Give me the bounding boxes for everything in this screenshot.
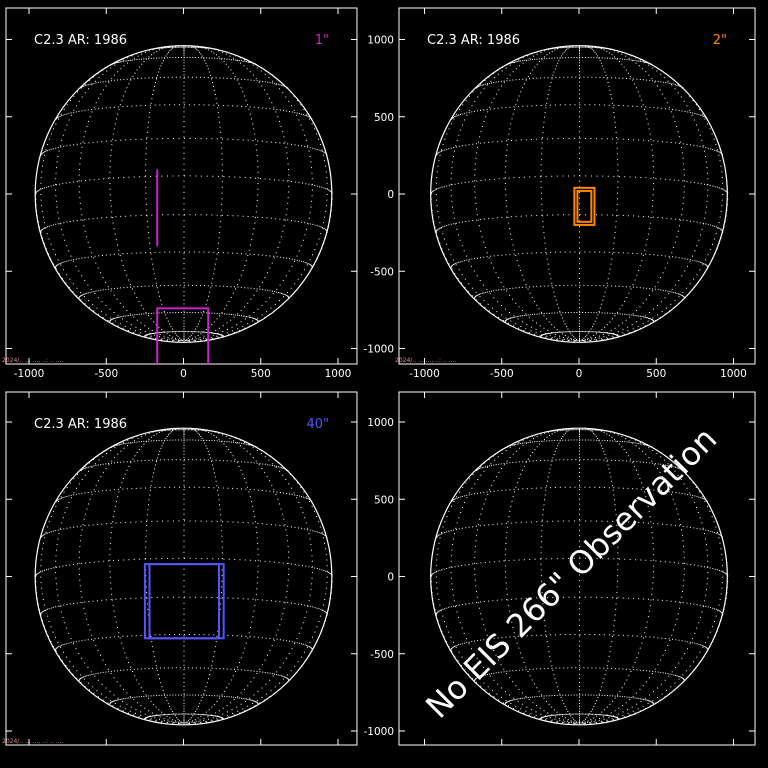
axis-ticks [399,8,755,364]
x-tick-label: 0 [576,368,583,380]
panel-frame [398,7,756,365]
panel-plot-area [34,427,333,726]
solar-limb [34,45,333,343]
grid-dots [430,45,729,342]
flare-label: C2.3 AR: 1986 [427,33,520,48]
panel-p2: -1000 -500 0 500 1000 1000 500 0 -500 -1000 C2.3 A… [363,7,756,380]
y-tick-label: -1000 [363,344,394,356]
panel-p4: 1000 500 0 -500 -1000 No EIS 266" Observation [363,391,756,746]
slit-label: 1" [315,33,329,48]
panel-plot-area [34,45,333,364]
fov-box-1 [576,189,593,223]
y-tick-label: 1000 [367,35,394,47]
axis-ticks [399,392,755,745]
y-tick-label: 500 [374,112,394,124]
slit-label: 2" [713,33,727,48]
slit-label: 40" [306,417,329,432]
solar-limb [430,45,728,343]
fov-box-0 [573,186,596,226]
panel-frame [5,391,358,746]
panel-frame [5,7,358,365]
x-tick-label: -500 [490,368,514,380]
solar-grid [35,427,333,725]
panel-plot-area [430,427,729,726]
panels-root: -1000 -500 0 500 1000 C2.3 AR: 1986 1" 2024/.. … [2,7,756,746]
solar-limb [430,427,728,726]
no-observation-text: No EIS 266" Observation [418,420,724,726]
panel-plot-area [430,45,729,343]
fov-box-1 [156,307,210,364]
flare-label: C2.3 AR: 1986 [34,33,127,48]
solar-grid [35,45,333,342]
axis-ticks [6,392,357,745]
x-tick-label: 0 [180,368,187,380]
x-tick-label: 500 [646,368,666,380]
y-tick-label: 0 [387,189,394,201]
x-tick-label: -1000 [409,368,440,380]
axis-ticks [6,8,357,364]
x-tick-label: 500 [251,368,271,380]
panel-frame [398,391,756,746]
grid-dots [35,427,333,725]
panel-p1: -1000 -500 0 500 1000 C2.3 AR: 1986 1" 2024/.. … [2,7,358,380]
y-tick-label: 1000 [367,417,394,429]
panel-footer: 2024/.. ... ..., ..: .. .... [2,357,63,364]
y-tick-label: 0 [387,572,394,584]
y-tick-label: -1000 [363,726,394,738]
panel-p3: C2.3 AR: 1986 40" 2024/.. ... ..., ..: .. … [2,391,358,746]
x-tick-label: -500 [94,368,118,380]
x-tick-label: 1000 [325,368,352,380]
solar-grid [430,45,729,342]
fov-box-1 [148,563,221,640]
x-tick-label: -1000 [14,368,45,380]
y-tick-label: -500 [370,266,394,278]
grid-dots [35,45,333,342]
y-tick-label: -500 [370,649,394,661]
panel-footer: 2024/.. ... ..., ..: .. .... [2,738,63,745]
panel-footer: 2024/.. ... ..., ..: .. .... [395,357,456,364]
solar-limb [34,427,333,726]
y-tick-label: 500 [374,494,394,506]
x-tick-label: 1000 [720,368,747,380]
flare-label: C2.3 AR: 1986 [34,417,127,432]
